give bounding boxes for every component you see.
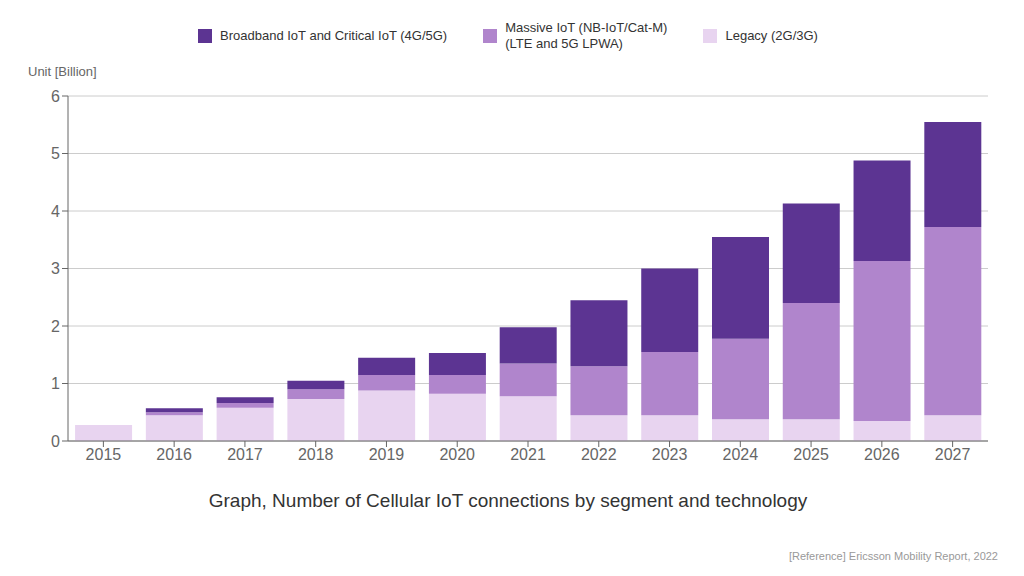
svg-text:2025: 2025 <box>793 446 829 463</box>
svg-text:2020: 2020 <box>439 446 475 463</box>
svg-text:2017: 2017 <box>227 446 263 463</box>
html-text:(LTE and 5G LPWA): (LTE and 5G LPWA) <box>505 36 623 51</box>
svg-text:2019: 2019 <box>369 446 405 463</box>
svg-text:2: 2 <box>51 318 60 335</box>
svg-text:4: 4 <box>51 203 60 220</box>
svg-text:2027: 2027 <box>935 446 971 463</box>
svg-text:2018: 2018 <box>298 446 334 463</box>
svg-text:2022: 2022 <box>581 446 617 463</box>
svg-text:2023: 2023 <box>652 446 688 463</box>
svg-text:6: 6 <box>51 88 60 105</box>
html-text:[Reference] Ericsson Mobility: [Reference] Ericsson Mobility Report, 20… <box>788 550 998 562</box>
html-text:Legacy (2G/3G): Legacy (2G/3G) <box>725 28 818 43</box>
svg-text:5: 5 <box>51 145 60 162</box>
svg-text:2016: 2016 <box>156 446 192 463</box>
svg-text:0: 0 <box>51 433 60 450</box>
svg-text:2015: 2015 <box>86 446 122 463</box>
html-text:Broadband IoT and Critical IoT: Broadband IoT and Critical IoT (4G/5G) <box>220 28 448 43</box>
svg-text:3: 3 <box>51 260 60 277</box>
html-text:Massive IoT (NB-IoT/Cat-M): Massive IoT (NB-IoT/Cat-M) <box>505 20 668 35</box>
svg-text:1: 1 <box>51 375 60 392</box>
svg-text:2024: 2024 <box>723 446 759 463</box>
svg-text:2021: 2021 <box>510 446 546 463</box>
html-text:Unit [Billion]: Unit [Billion] <box>28 64 97 79</box>
svg-text:2026: 2026 <box>864 446 900 463</box>
html-text:Graph, Number of Cellular IoT: Graph, Number of Cellular IoT connection… <box>208 490 808 511</box>
